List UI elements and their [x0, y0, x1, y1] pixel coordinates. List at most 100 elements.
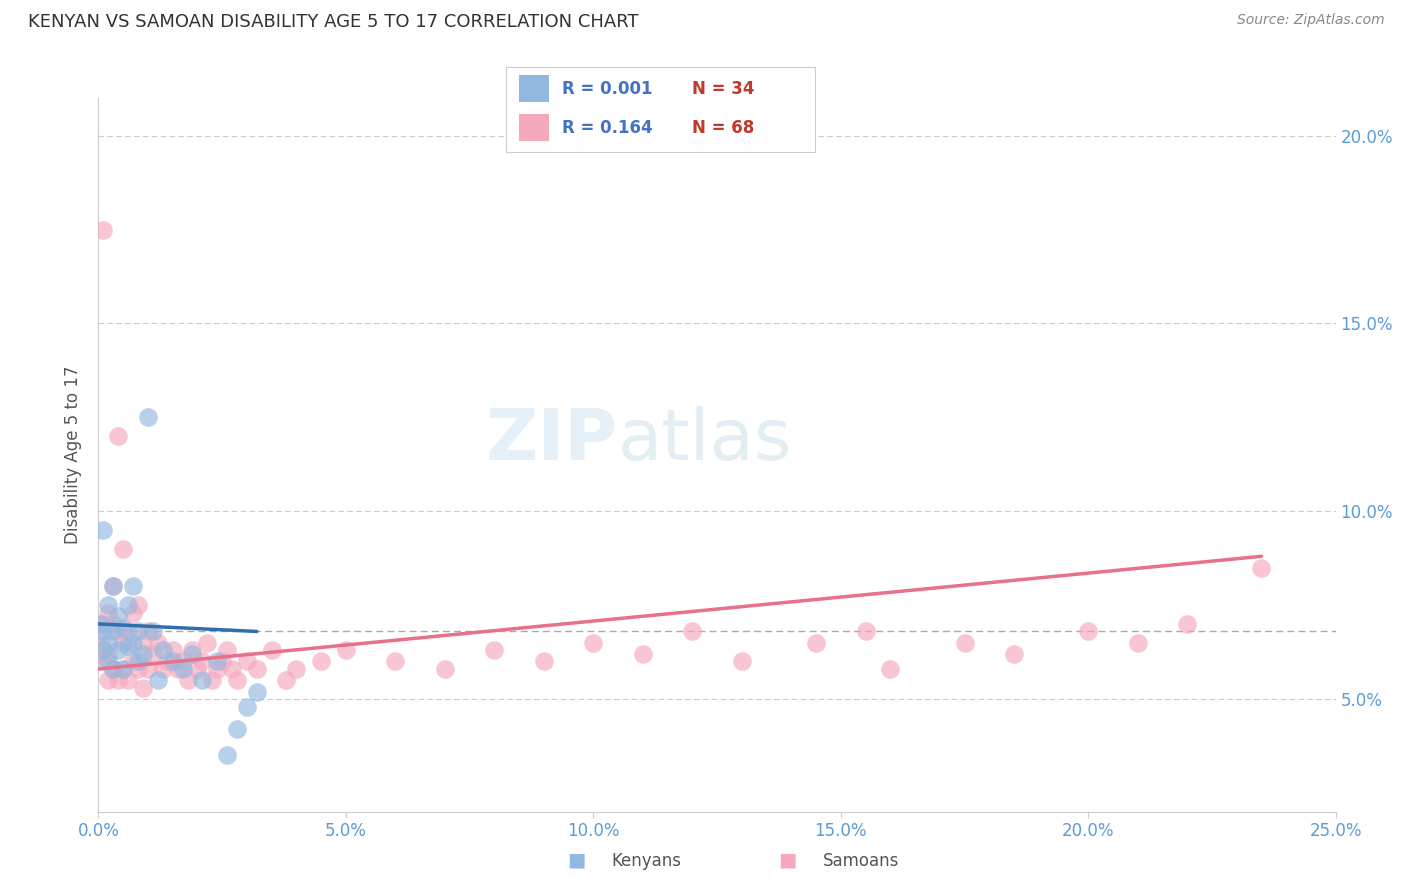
- Point: [186, 662, 208, 676]
- Point: [533, 655, 555, 669]
- Point: [582, 636, 605, 650]
- Point: [112, 662, 135, 676]
- Bar: [519, 114, 550, 142]
- Text: ZIP: ZIP: [486, 406, 619, 475]
- Point: [217, 748, 239, 763]
- Point: [103, 579, 125, 593]
- Point: [97, 673, 120, 688]
- Point: [127, 598, 149, 612]
- Y-axis label: Disability Age 5 to 17: Disability Age 5 to 17: [65, 366, 83, 544]
- Point: [97, 606, 120, 620]
- Point: [122, 606, 145, 620]
- Point: [191, 673, 214, 688]
- Bar: [519, 76, 550, 103]
- Point: [384, 655, 406, 669]
- Point: [103, 662, 125, 676]
- Point: [93, 655, 115, 669]
- Text: Source: ZipAtlas.com: Source: ZipAtlas.com: [1237, 13, 1385, 28]
- Point: [162, 655, 184, 669]
- Point: [90, 636, 112, 650]
- Point: [804, 636, 827, 650]
- Text: R = 0.164: R = 0.164: [562, 119, 652, 136]
- Point: [117, 624, 139, 639]
- Point: [107, 609, 129, 624]
- Point: [1250, 560, 1272, 574]
- Point: [236, 655, 259, 669]
- Point: [309, 655, 332, 669]
- Point: [136, 662, 159, 676]
- Point: [221, 662, 243, 676]
- Point: [107, 429, 129, 443]
- Point: [152, 643, 174, 657]
- Point: [142, 647, 165, 661]
- Text: ■: ■: [778, 851, 797, 870]
- Point: [433, 662, 456, 676]
- Point: [226, 722, 249, 736]
- Point: [107, 673, 129, 688]
- Point: [107, 643, 129, 657]
- Point: [879, 662, 901, 676]
- Point: [201, 673, 224, 688]
- Point: [127, 624, 149, 639]
- Point: [162, 643, 184, 657]
- Point: [107, 624, 129, 639]
- Text: ■: ■: [567, 851, 586, 870]
- Point: [146, 673, 169, 688]
- Point: [731, 655, 754, 669]
- Point: [117, 673, 139, 688]
- Point: [97, 655, 120, 669]
- Text: KENYAN VS SAMOAN DISABILITY AGE 5 TO 17 CORRELATION CHART: KENYAN VS SAMOAN DISABILITY AGE 5 TO 17 …: [28, 13, 638, 31]
- Point: [103, 616, 125, 631]
- Point: [191, 655, 214, 669]
- Point: [181, 643, 204, 657]
- Point: [136, 410, 159, 425]
- Point: [90, 616, 112, 631]
- Point: [260, 643, 283, 657]
- Point: [181, 647, 204, 661]
- Point: [112, 636, 135, 650]
- Point: [103, 624, 125, 639]
- Point: [112, 621, 135, 635]
- Point: [156, 655, 179, 669]
- Point: [122, 636, 145, 650]
- Point: [172, 655, 194, 669]
- Point: [97, 647, 120, 661]
- Point: [117, 598, 139, 612]
- Point: [127, 655, 149, 669]
- Point: [93, 624, 115, 639]
- Point: [1175, 616, 1198, 631]
- Point: [97, 636, 120, 650]
- Point: [226, 673, 249, 688]
- Text: N = 68: N = 68: [692, 119, 754, 136]
- Text: N = 34: N = 34: [692, 80, 754, 98]
- Point: [122, 655, 145, 669]
- Point: [112, 662, 135, 676]
- Point: [93, 643, 115, 657]
- Point: [132, 647, 155, 661]
- Point: [166, 662, 188, 676]
- Point: [335, 643, 357, 657]
- Point: [205, 655, 228, 669]
- Point: [97, 598, 120, 612]
- Point: [1002, 647, 1025, 661]
- Point: [217, 643, 239, 657]
- Point: [246, 684, 269, 698]
- Point: [285, 662, 308, 676]
- Point: [205, 662, 228, 676]
- Point: [211, 655, 233, 669]
- Point: [276, 673, 298, 688]
- Point: [195, 636, 218, 650]
- Point: [631, 647, 654, 661]
- Point: [246, 662, 269, 676]
- Point: [127, 662, 149, 676]
- Point: [122, 579, 145, 593]
- Point: [103, 662, 125, 676]
- Point: [142, 624, 165, 639]
- Point: [855, 624, 877, 639]
- Point: [172, 662, 194, 676]
- Point: [132, 681, 155, 695]
- Point: [136, 624, 159, 639]
- Point: [112, 541, 135, 556]
- Point: [236, 699, 259, 714]
- Point: [132, 636, 155, 650]
